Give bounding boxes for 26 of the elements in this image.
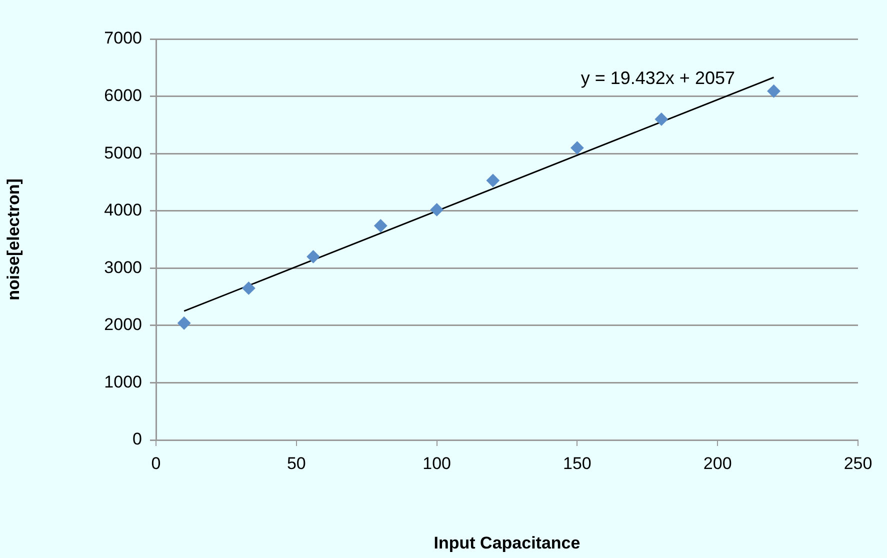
- x-tick-label: 200: [703, 454, 732, 473]
- x-tick-label: 0: [151, 454, 161, 473]
- y-tick-label: 4000: [104, 200, 142, 220]
- point: [486, 174, 500, 187]
- y-tick-label: 7000: [104, 28, 142, 48]
- y-tick-label: 3000: [104, 258, 142, 277]
- point: [654, 112, 668, 126]
- point: [430, 203, 444, 216]
- x-tick-label: 150: [563, 454, 592, 473]
- point: [767, 84, 780, 98]
- point: [570, 141, 584, 154]
- annotation: y = 19.432x + 2057: [580, 68, 735, 88]
- y-tick-label: 1000: [104, 372, 142, 392]
- point: [178, 316, 191, 330]
- y-tick-label: 2000: [104, 315, 142, 334]
- y-tick-label: 0: [132, 430, 142, 449]
- x-tick-label: 100: [422, 454, 451, 473]
- x-tick-label: 250: [844, 454, 872, 473]
- point: [374, 219, 388, 232]
- x-tick-label: 50: [286, 454, 306, 473]
- point: [242, 282, 256, 295]
- point: [306, 250, 320, 264]
- y-tick-label: 5000: [104, 143, 142, 162]
- y-tick-label: 6000: [104, 86, 142, 105]
- x-axis-title: Input Capacitance: [434, 533, 580, 552]
- y-axis-title: noise[electron]: [4, 178, 23, 300]
